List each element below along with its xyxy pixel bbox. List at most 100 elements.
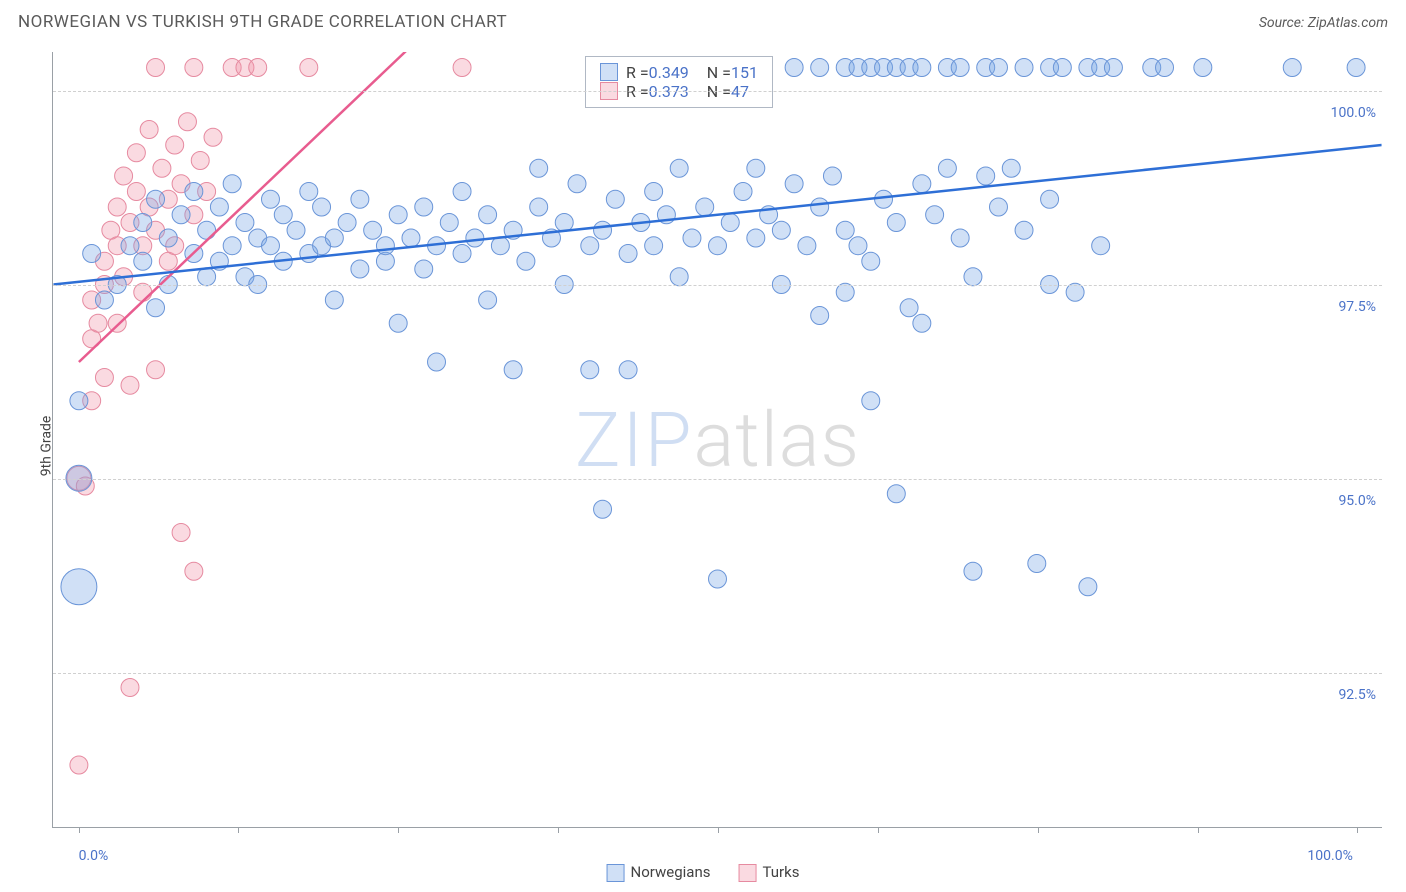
scatter-point-norwegians bbox=[364, 221, 382, 239]
y-tick-label: 97.5% bbox=[1338, 299, 1382, 315]
gridline-h bbox=[53, 285, 1382, 286]
scatter-point-norwegians bbox=[147, 190, 165, 208]
scatter-point-turks bbox=[453, 59, 471, 77]
scatter-point-norwegians bbox=[606, 190, 624, 208]
scatter-point-norwegians bbox=[83, 245, 101, 263]
scatter-point-norwegians bbox=[530, 198, 548, 216]
scatter-point-turks bbox=[121, 679, 139, 697]
scatter-point-norwegians bbox=[389, 314, 407, 332]
x-tick bbox=[718, 827, 719, 833]
y-tick-label: 95.0% bbox=[1338, 493, 1382, 509]
scatter-point-norwegians bbox=[887, 485, 905, 503]
scatter-point-turks bbox=[108, 198, 126, 216]
scatter-point-norwegians bbox=[1041, 190, 1059, 208]
scatter-point-norwegians bbox=[619, 245, 637, 263]
plot-area: ZIPatlas R = 0.349N = 151R = 0.373N = 47… bbox=[52, 52, 1382, 828]
scatter-point-norwegians bbox=[185, 183, 203, 201]
scatter-point-turks bbox=[127, 183, 145, 201]
scatter-point-norwegians bbox=[875, 190, 893, 208]
scatter-point-norwegians bbox=[594, 500, 612, 518]
x-tick bbox=[1198, 827, 1199, 833]
scatter-point-norwegians bbox=[951, 59, 969, 77]
scatter-point-norwegians bbox=[479, 206, 497, 224]
scatter-point-norwegians bbox=[236, 214, 254, 232]
scatter-point-turks bbox=[121, 376, 139, 394]
scatter-point-norwegians bbox=[261, 237, 279, 255]
scatter-point-norwegians bbox=[568, 175, 586, 193]
scatter-point-norwegians bbox=[300, 183, 318, 201]
stat-n-value: 151 bbox=[731, 63, 758, 82]
scatter-point-norwegians bbox=[1156, 59, 1174, 77]
scatter-point-norwegians bbox=[134, 252, 152, 270]
scatter-point-turks bbox=[166, 136, 184, 154]
scatter-point-norwegians bbox=[683, 229, 701, 247]
source-attribution: Source: ZipAtlas.com bbox=[1259, 15, 1388, 31]
scatter-point-norwegians bbox=[836, 283, 854, 301]
scatter-point-norwegians bbox=[887, 214, 905, 232]
gridline-h bbox=[53, 91, 1382, 92]
trend-line-norwegians bbox=[53, 145, 1381, 285]
scatter-svg bbox=[53, 52, 1382, 827]
scatter-point-norwegians bbox=[1079, 578, 1097, 596]
scatter-point-turks bbox=[115, 167, 133, 185]
scatter-point-norwegians bbox=[913, 175, 931, 193]
scatter-point-norwegians bbox=[1066, 283, 1084, 301]
scatter-point-norwegians bbox=[670, 159, 688, 177]
scatter-point-norwegians bbox=[172, 206, 190, 224]
scatter-point-turks bbox=[249, 59, 267, 77]
scatter-point-norwegians bbox=[147, 299, 165, 317]
scatter-point-norwegians bbox=[198, 221, 216, 239]
legend-label: Turks bbox=[763, 863, 800, 881]
scatter-point-norwegians bbox=[619, 361, 637, 379]
x-tick bbox=[1357, 827, 1358, 833]
scatter-point-norwegians bbox=[811, 198, 829, 216]
scatter-point-turks bbox=[178, 113, 196, 131]
scatter-point-norwegians bbox=[772, 221, 790, 239]
scatter-point-turks bbox=[185, 562, 203, 580]
scatter-point-norwegians bbox=[964, 268, 982, 286]
scatter-point-norwegians bbox=[1015, 59, 1033, 77]
scatter-point-turks bbox=[204, 128, 222, 146]
scatter-point-turks bbox=[108, 314, 126, 332]
scatter-point-norwegians bbox=[785, 59, 803, 77]
scatter-point-norwegians bbox=[977, 167, 995, 185]
scatter-point-norwegians bbox=[428, 353, 446, 371]
scatter-point-norwegians bbox=[964, 562, 982, 580]
scatter-point-turks bbox=[134, 283, 152, 301]
stats-box: R = 0.349N = 151R = 0.373N = 47 bbox=[585, 56, 773, 108]
scatter-point-norwegians bbox=[325, 229, 343, 247]
scatter-point-turks bbox=[140, 121, 158, 139]
scatter-point-turks bbox=[172, 524, 190, 542]
x-tick bbox=[878, 827, 879, 833]
scatter-point-norwegians bbox=[798, 237, 816, 255]
scatter-point-norwegians bbox=[479, 291, 497, 309]
x-tick-label: 100.0% bbox=[1307, 848, 1352, 864]
scatter-point-norwegians bbox=[1283, 59, 1301, 77]
x-tick bbox=[398, 827, 399, 833]
source-prefix: Source: bbox=[1259, 15, 1308, 31]
scatter-point-norwegians bbox=[261, 190, 279, 208]
legend-item-turks: Turks bbox=[739, 863, 800, 882]
trend-line-turks bbox=[79, 0, 462, 362]
scatter-point-norwegians bbox=[862, 392, 880, 410]
scatter-point-norwegians bbox=[721, 214, 739, 232]
scatter-point-norwegians bbox=[734, 183, 752, 201]
scatter-point-norwegians bbox=[517, 252, 535, 270]
legend: Norwegians Turks bbox=[607, 863, 800, 882]
x-tick-label: 0.0% bbox=[79, 848, 109, 864]
scatter-point-norwegians bbox=[836, 221, 854, 239]
x-tick bbox=[1038, 827, 1039, 833]
scatter-point-norwegians bbox=[70, 392, 88, 410]
scatter-point-norwegians bbox=[989, 198, 1007, 216]
scatter-point-norwegians bbox=[453, 183, 471, 201]
scatter-point-norwegians bbox=[913, 59, 931, 77]
scatter-point-norwegians bbox=[440, 214, 458, 232]
scatter-point-norwegians bbox=[670, 268, 688, 286]
legend-item-norwegians: Norwegians bbox=[607, 863, 711, 882]
scatter-point-norwegians bbox=[555, 214, 573, 232]
scatter-point-norwegians bbox=[313, 198, 331, 216]
scatter-point-turks bbox=[153, 159, 171, 177]
scatter-point-norwegians bbox=[581, 361, 599, 379]
scatter-point-norwegians bbox=[645, 237, 663, 255]
scatter-point-norwegians bbox=[938, 159, 956, 177]
